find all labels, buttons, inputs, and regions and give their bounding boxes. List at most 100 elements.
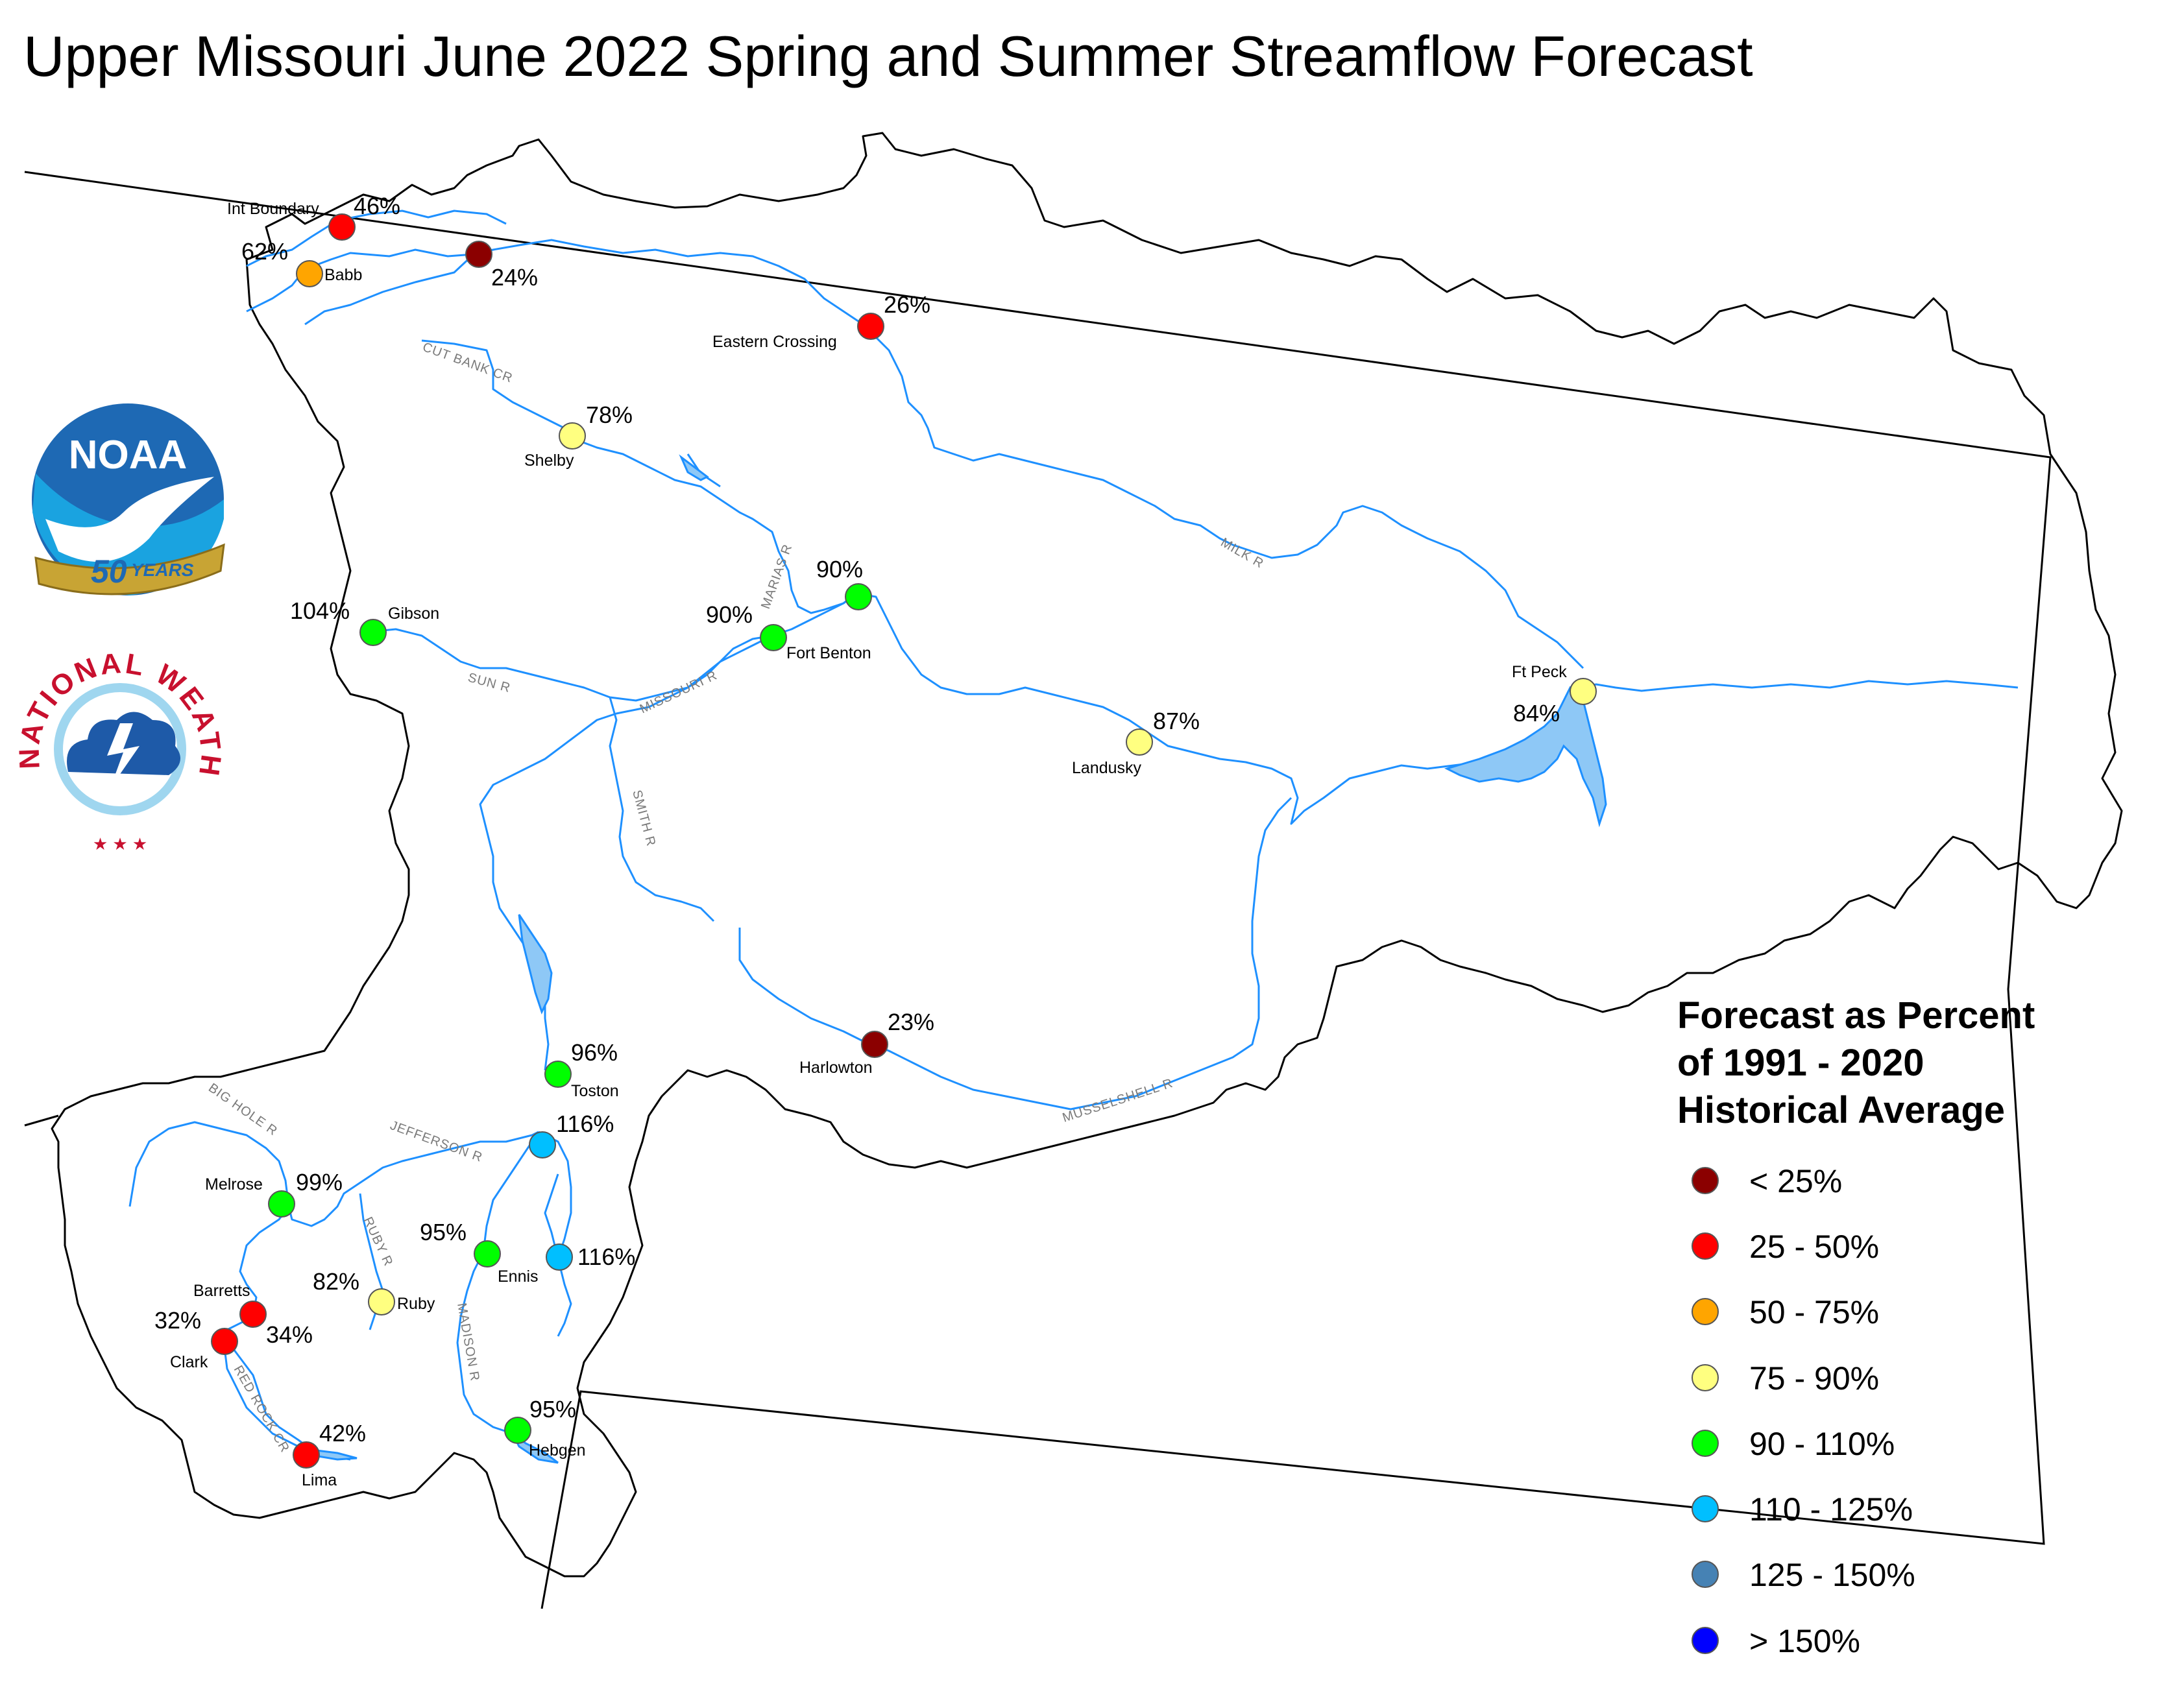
name-ruby: Ruby bbox=[397, 1295, 435, 1313]
pct-shelby: 78% bbox=[586, 402, 633, 428]
station-hebgen-marker[interactable] bbox=[504, 1417, 531, 1444]
gallatin-river bbox=[538, 1131, 572, 1337]
sun-river bbox=[363, 628, 773, 702]
station-ennis-marker[interactable] bbox=[474, 1240, 501, 1267]
name-shelby: Shelby bbox=[524, 451, 574, 470]
hebgen-lake bbox=[511, 1432, 559, 1464]
pct-gibson: 104% bbox=[290, 597, 350, 624]
noaa-logo-text: NOAA bbox=[69, 433, 188, 477]
missouri-south-reach bbox=[479, 634, 773, 1071]
milk-river-upper bbox=[304, 239, 864, 326]
name-toston: Toston bbox=[571, 1082, 619, 1100]
pct-ruby: 82% bbox=[313, 1268, 359, 1295]
station-marker-24[interactable] bbox=[465, 241, 492, 268]
map-title: Upper Missouri June 2022 Spring and Summ… bbox=[23, 24, 1753, 88]
name-ft-peck: Ft Peck bbox=[1512, 663, 1567, 681]
station-eastern-crossing-marker[interactable] bbox=[857, 313, 884, 340]
legend-label-lt25: < 25% bbox=[1749, 1163, 1842, 1199]
station-percent-labels: 46% 24% 62% 26% 78% 90% 90% 104% 87% 84%… bbox=[154, 193, 1560, 1447]
station-melrose-marker[interactable] bbox=[268, 1190, 295, 1218]
pct-fort-benton: 90% bbox=[706, 601, 753, 628]
pct-eastern-crossing: 26% bbox=[884, 291, 930, 318]
station-name-labels: Int Boundary Babb Eastern Crossing Shelb… bbox=[170, 200, 1567, 1489]
station-barretts-marker[interactable] bbox=[239, 1301, 267, 1328]
name-babb: Babb bbox=[324, 266, 362, 284]
state-border-west bbox=[24, 1114, 59, 1127]
milk-river bbox=[862, 323, 1584, 669]
pct-melrose: 99% bbox=[296, 1169, 343, 1195]
station-marker-116-lower[interactable] bbox=[546, 1243, 573, 1271]
legend: Forecast as Percent of 1991 - 2020 Histo… bbox=[1677, 994, 2035, 1659]
musselshell-river bbox=[738, 797, 1292, 1111]
legend-label-50-75: 50 - 75% bbox=[1749, 1294, 1879, 1330]
pct-ft-peck: 84% bbox=[1513, 700, 1560, 726]
station-marker-90-upper[interactable] bbox=[845, 583, 872, 610]
station-gibson-marker[interactable] bbox=[359, 619, 387, 646]
legend-swatch-lt25 bbox=[1692, 1167, 1719, 1194]
name-barretts: Barretts bbox=[193, 1282, 250, 1300]
name-ennis: Ennis bbox=[498, 1267, 539, 1286]
river-label-sun-r: SUN R bbox=[467, 671, 513, 696]
station-int-boundary-marker[interactable] bbox=[328, 213, 356, 241]
legend-swatch-75-90 bbox=[1692, 1364, 1719, 1391]
st-mary-river bbox=[246, 248, 474, 313]
station-harlowton-marker[interactable] bbox=[861, 1031, 888, 1058]
pct-lima: 42% bbox=[319, 1420, 366, 1447]
name-lima: Lima bbox=[302, 1471, 337, 1489]
legend-label-25-50: 25 - 50% bbox=[1749, 1229, 1879, 1265]
legend-swatch-125-150 bbox=[1692, 1561, 1719, 1588]
state-outline bbox=[24, 171, 2052, 1609]
noaa-ribbon-word: YEARS bbox=[131, 560, 194, 580]
svg-text:★ ★ ★: ★ ★ ★ bbox=[93, 834, 147, 854]
pct-116-upper: 116% bbox=[556, 1111, 614, 1137]
station-clark-marker[interactable] bbox=[211, 1328, 238, 1355]
pct-clark: 32% bbox=[154, 1307, 201, 1334]
cut-bank-creek bbox=[421, 339, 857, 614]
station-shelby-marker[interactable] bbox=[559, 422, 586, 450]
tiber-reservoir bbox=[679, 454, 709, 481]
name-melrose: Melrose bbox=[205, 1175, 263, 1194]
legend-label-90-110: 90 - 110% bbox=[1749, 1426, 1895, 1462]
station-fort-benton-marker[interactable] bbox=[760, 624, 787, 651]
missouri-river bbox=[771, 592, 2019, 825]
name-fort-benton: Fort Benton bbox=[786, 644, 871, 662]
smith-river bbox=[609, 697, 715, 922]
river-label-smith-r: SMITH R bbox=[629, 789, 658, 848]
pct-babb: 62% bbox=[241, 238, 288, 265]
name-harlowton: Harlowton bbox=[799, 1059, 873, 1077]
name-int-boundary: Int Boundary bbox=[227, 200, 319, 218]
river-label-musselshell-r: MUSSELSHELL R bbox=[1061, 1076, 1175, 1125]
canyon-ferry-lake bbox=[518, 914, 553, 1015]
station-landusky-marker[interactable] bbox=[1126, 728, 1153, 756]
river-label-missouri-r: MISSOURI R bbox=[638, 668, 720, 716]
legend-label-110-125: 110 - 125% bbox=[1749, 1491, 1913, 1528]
legend-title-line-1: Forecast as Percent bbox=[1677, 994, 2035, 1037]
legend-swatch-50-75 bbox=[1692, 1298, 1719, 1325]
station-toston-marker[interactable] bbox=[544, 1061, 572, 1088]
name-hebgen: Hebgen bbox=[529, 1441, 586, 1459]
legend-swatch-25-50 bbox=[1692, 1232, 1719, 1260]
noaa-ribbon-number: 50 bbox=[91, 553, 127, 590]
station-ruby-marker[interactable] bbox=[368, 1288, 395, 1315]
pct-harlowton: 23% bbox=[888, 1009, 934, 1035]
noaa-50-years-logo: NOAA 50 YEARS bbox=[32, 403, 225, 595]
pct-int-boundary: 46% bbox=[354, 193, 400, 219]
red-rock-creek bbox=[223, 1342, 306, 1451]
station-lima-marker[interactable] bbox=[293, 1441, 320, 1469]
name-landusky: Landusky bbox=[1072, 759, 1142, 777]
name-gibson: Gibson bbox=[388, 605, 439, 623]
fort-peck-reservoir bbox=[1444, 686, 1607, 828]
station-marker-116-upper[interactable] bbox=[529, 1131, 556, 1159]
pct-hebgen: 95% bbox=[529, 1396, 576, 1423]
nws-logo-text: NATIONAL WEATHER SERVICE bbox=[0, 0, 224, 780]
legend-label-gt150: > 150% bbox=[1749, 1623, 1860, 1659]
legend-title-line-3: Historical Average bbox=[1677, 1089, 2005, 1131]
stations bbox=[211, 213, 1597, 1469]
station-babb-marker[interactable] bbox=[296, 260, 323, 287]
pct-90-upper: 90% bbox=[816, 556, 863, 582]
pct-landusky: 87% bbox=[1153, 708, 1200, 734]
gallatin-fork bbox=[544, 1173, 559, 1259]
legend-swatch-gt150 bbox=[1692, 1627, 1719, 1654]
station-ft-peck-marker[interactable] bbox=[1570, 678, 1597, 705]
